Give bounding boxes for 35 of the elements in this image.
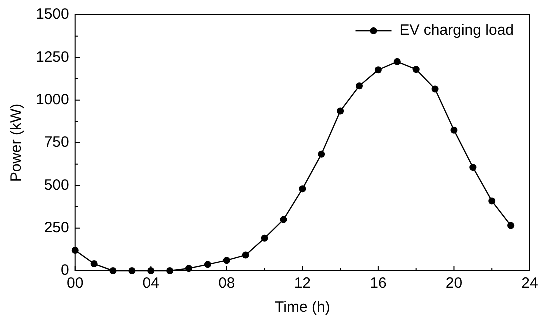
y-tick-label: 1250 (36, 48, 70, 66)
x-tick-label: 00 (67, 275, 84, 292)
legend-label: EV charging load (400, 22, 514, 40)
point (90, 260, 98, 268)
point (374, 66, 382, 74)
point (432, 86, 439, 93)
point (356, 82, 364, 90)
x-tick-label: 20 (446, 275, 463, 292)
y-tick-label: 0 (61, 262, 70, 280)
point (204, 261, 212, 268)
y-tick-label: 750 (44, 134, 70, 152)
x-tick-label: 08 (218, 275, 236, 292)
point (412, 66, 420, 74)
y-tick-label: 500 (44, 176, 70, 194)
point (223, 257, 230, 264)
point (261, 234, 268, 242)
x-tick-label: 12 (294, 275, 312, 292)
point (508, 222, 515, 230)
y-tick-label: 1000 (36, 91, 70, 108)
x-tick-label: 16 (370, 275, 387, 292)
x-tick-label: 04 (142, 275, 160, 292)
point (450, 126, 458, 134)
point (470, 164, 477, 172)
point (280, 216, 288, 224)
point (394, 58, 401, 66)
y-tick-label: 250 (44, 219, 70, 236)
point (242, 252, 250, 259)
point (337, 108, 344, 115)
y-tick-label: 1500 (36, 6, 70, 24)
point (299, 186, 306, 193)
x-tick-label: 24 (522, 275, 538, 292)
point (488, 198, 496, 205)
y-axis-title: Power (kW) (8, 104, 26, 182)
x-axis-title: Time (h) (275, 299, 330, 316)
point (318, 150, 326, 158)
